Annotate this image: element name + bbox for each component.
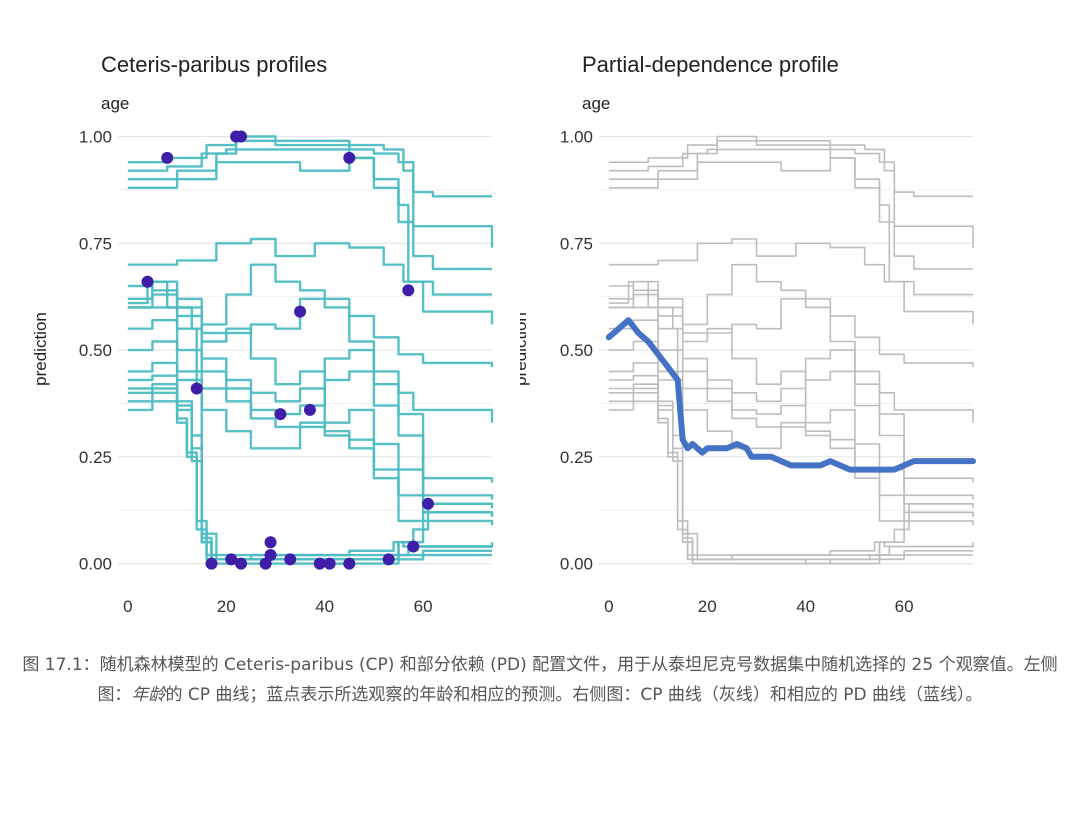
cp-chart: 0.00 0.25 0.50 0.75 1.00 0 20 40 60 prediction (31, 128, 494, 616)
observation-point (205, 557, 218, 570)
cp-profile-line-gray (608, 340, 974, 517)
observation-point (235, 557, 248, 570)
cp-profile-line-gray (608, 387, 974, 561)
cp-profile-line-gray (608, 140, 974, 248)
cp-profile-line (127, 280, 492, 561)
cp-profile-line (127, 340, 494, 517)
observation-point (161, 151, 174, 164)
observation-point (264, 549, 277, 562)
y-tick-label: 1.00 (79, 128, 112, 147)
y-tick-label: 0.25 (560, 448, 593, 467)
cp-profile-line-gray (608, 374, 973, 565)
pd-chart: 0.00 0.25 0.50 0.75 1.00 0 20 40 60 prediction (520, 128, 976, 616)
cp-profile-line-gray (608, 383, 973, 565)
x-tick-label: 40 (796, 597, 815, 616)
caption-emphasis: 年龄 (131, 685, 166, 705)
observation-point (141, 275, 154, 288)
observation-point (402, 284, 415, 297)
observation-point (225, 553, 238, 566)
cp-profile-line (127, 319, 494, 500)
y-tick-label: 0.50 (560, 341, 593, 360)
cp-profile-line-gray (608, 148, 973, 198)
chart-title: Ceteris-paribus profiles (101, 52, 328, 77)
y-tick-label: 0.25 (79, 448, 112, 467)
observation-point (313, 557, 326, 570)
observation-point (235, 130, 248, 143)
cp-profile-line-gray (608, 392, 974, 556)
cp-profile-line (127, 263, 494, 368)
observation-point (382, 553, 395, 566)
observation-point (422, 497, 435, 510)
observation-point (407, 540, 420, 553)
cp-profile-line-gray (608, 400, 973, 561)
y-tick-label: 0.75 (79, 234, 112, 253)
observation-point (190, 382, 203, 395)
cp-profile-line-gray (608, 319, 974, 500)
chart-subtitle: age (101, 94, 130, 113)
y-axis-label: prediction (31, 312, 50, 386)
x-tick-label: 20 (698, 597, 717, 616)
observation-point (323, 557, 336, 570)
x-tick-label: 40 (315, 597, 334, 616)
cp-profile-line (127, 139, 494, 248)
x-tick-label: 60 (895, 597, 914, 616)
chart-title: Partial-dependence profile (582, 52, 839, 77)
cp-profile-line (127, 400, 492, 561)
x-tick-label: 0 (123, 597, 132, 616)
observation-point (343, 557, 356, 570)
cp-profile-line (127, 237, 494, 325)
x-tick-label: 60 (414, 597, 433, 616)
cp-profile-line-gray (608, 263, 974, 368)
chart-subtitle: age (582, 94, 611, 113)
observation-point (264, 536, 277, 549)
y-tick-label: 0.75 (560, 234, 593, 253)
pd-chart-panel: Partial-dependence profile age 0.00 0.25 0… (520, 0, 1081, 640)
y-tick-label: 1.00 (560, 128, 593, 147)
x-tick-label: 0 (604, 597, 613, 616)
y-tick-label: 0.00 (79, 555, 112, 574)
cp-profile-line (127, 361, 494, 509)
observation-point (274, 408, 287, 421)
cp-profile-line-gray (608, 238, 974, 325)
caption-text: 的 CP 曲线；蓝点表示所选观察的年龄和相应的预测。右侧图：CP 曲线（灰线）和… (165, 685, 983, 705)
figure-caption: 图 17.1：随机森林模型的 Ceteris-paribus (CP) 和部分依… (20, 650, 1060, 710)
observation-point (294, 305, 307, 318)
cp-profile-line-gray (608, 362, 974, 509)
x-tick-label: 20 (217, 597, 236, 616)
y-axis-label: prediction (520, 312, 530, 386)
cp-profile-line-gray (608, 135, 973, 270)
observation-point (303, 403, 316, 416)
cp-profile-line (127, 374, 492, 565)
cp-profile-line (127, 135, 492, 271)
observation-point (284, 553, 297, 566)
cp-profile-line-gray (608, 280, 973, 561)
cp-chart-panel: Ceteris-paribus profiles age 0.00 0.25 0.5… (0, 0, 520, 640)
cp-profile-line (127, 148, 492, 198)
caption-text: 图 17.1：随机森林模型的 Ceteris-paribus (CP) 和部分依… (22, 655, 1058, 705)
observation-point (343, 151, 356, 164)
cp-profile-line (127, 391, 494, 557)
y-tick-label: 0.00 (560, 555, 593, 574)
pd-line (605, 317, 976, 473)
y-tick-label: 0.50 (79, 341, 112, 360)
